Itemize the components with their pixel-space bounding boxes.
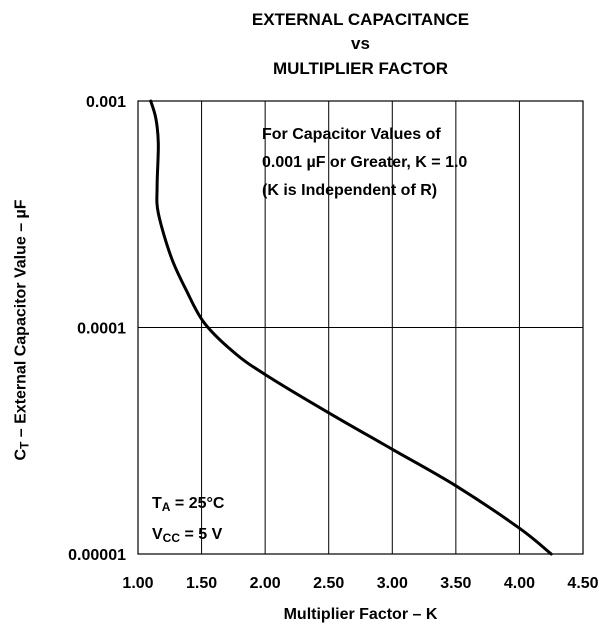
x-tick-label: 3.50: [440, 575, 471, 592]
y-tick-label: 0.0001: [77, 321, 126, 338]
annotation-note: For Capacitor Values of 0.001 µF or Grea…: [262, 121, 467, 205]
annotation-line: (K is Independent of R): [262, 182, 438, 199]
x-tick-label: 4.50: [567, 575, 598, 592]
test-conditions: TA = 25°C VCC = 5 V: [152, 490, 224, 552]
capacitance-curve: [149, 99, 553, 556]
x-tick-label: 1.50: [186, 575, 217, 592]
x-tick-label: 4.00: [504, 575, 535, 592]
chart-title-line-1: EXTERNAL CAPACITANCE: [251, 10, 470, 29]
y-axis-label: CT – External Capacitor Value – µF: [13, 199, 32, 460]
chart-title-line-3: MULTIPLIER FACTOR: [272, 59, 449, 78]
plot-frame: [137, 100, 584, 555]
y-tick-label: 0.00001: [68, 547, 126, 564]
condition-temperature: TA = 25°C: [152, 495, 225, 514]
x-axis-label: Multiplier Factor – K: [283, 606, 438, 623]
y-axis-label-rest: – External Capacitor Value – µF: [12, 199, 30, 442]
x-tick-label: 2.00: [250, 575, 281, 592]
x-tick-label: 1.00: [122, 575, 153, 592]
y-axis-label-main: C: [12, 448, 30, 461]
annotation-line: 0.001 µF or Greater, K = 1.0: [262, 154, 468, 171]
annotation-line: For Capacitor Values of: [262, 126, 441, 143]
y-tick-label: 0.001: [86, 94, 126, 111]
y-axis-label-sub: T: [17, 441, 32, 449]
chart-title-line-2: vs: [351, 34, 370, 53]
x-tick-label: 2.50: [313, 575, 344, 592]
condition-supply-voltage: VCC = 5 V: [152, 526, 223, 545]
x-tick-label: 3.00: [377, 575, 408, 592]
